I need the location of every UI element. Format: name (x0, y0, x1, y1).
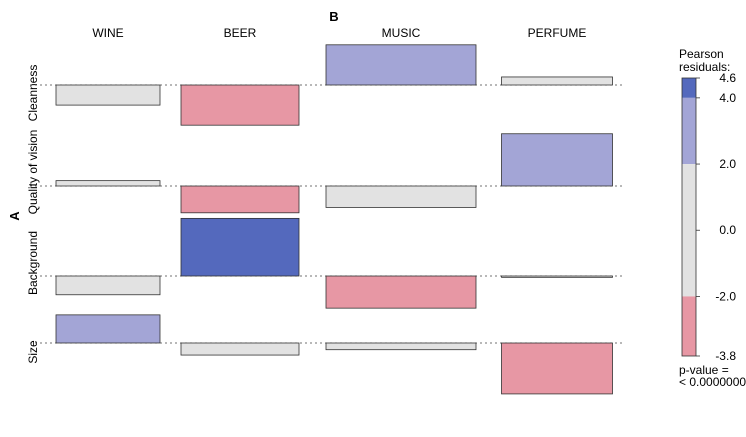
row-label: Background (26, 231, 40, 295)
row-label: Cleanness (26, 65, 40, 122)
legend-segment (682, 296, 696, 356)
residual-bar (501, 275, 613, 278)
legend-tick-label: -2.0 (715, 289, 736, 303)
column-labels: WINE BEER MUSIC PERFUME (92, 26, 586, 40)
legend-title-line2: residuals: (679, 60, 730, 74)
pvalue-line1: p-value = (679, 363, 729, 377)
legend-segment (682, 78, 696, 98)
legend-segment (682, 164, 696, 297)
residual-bar (180, 217, 300, 277)
residual-bar (325, 185, 477, 208)
residual-bar (180, 84, 300, 126)
residual-bar (501, 342, 613, 395)
residual-bar (55, 314, 161, 344)
legend-tick-label: 0.0 (719, 223, 736, 237)
residual-bar (501, 133, 613, 187)
column-label: BEER (224, 26, 257, 40)
legend-ticks: 4.6 4.0 2.0 0.0 -2.0 -3.8 (696, 71, 736, 363)
residual-bar (501, 76, 613, 86)
row-variable-label: A (7, 211, 22, 221)
legend-frame (681, 77, 697, 357)
column-variable-label: B (329, 9, 338, 24)
residual-bar (325, 275, 477, 309)
residual-bar (55, 275, 161, 296)
column-label: MUSIC (382, 26, 421, 40)
residual-bar (55, 180, 161, 187)
pvalue-line2: < 0.0000000 (679, 375, 746, 389)
legend-title-line1: Pearson (679, 47, 724, 61)
legend-color-bar (681, 77, 697, 357)
legend-tick-label: 4.6 (719, 71, 736, 85)
residual-bars (55, 44, 613, 395)
residual-bar (180, 342, 300, 356)
column-label: WINE (92, 26, 123, 40)
row-label: Size (26, 340, 40, 364)
row-labels: Cleanness Quality of vision Background Size (26, 65, 40, 364)
legend-segment (682, 97, 696, 165)
residual-bar (180, 185, 300, 214)
legend-tick-label: 4.0 (719, 91, 736, 105)
row-label: Quality of vision (26, 130, 40, 215)
legend-tick-label: -3.8 (715, 349, 736, 363)
residual-bar (55, 84, 161, 106)
legend-tick-label: 2.0 (719, 157, 736, 171)
column-label: PERFUME (528, 26, 587, 40)
legend: Pearson residuals: 4.64.02.00.0-2.0-3.8 … (679, 47, 746, 389)
residual-bar (325, 44, 477, 86)
residual-bar (325, 342, 477, 351)
